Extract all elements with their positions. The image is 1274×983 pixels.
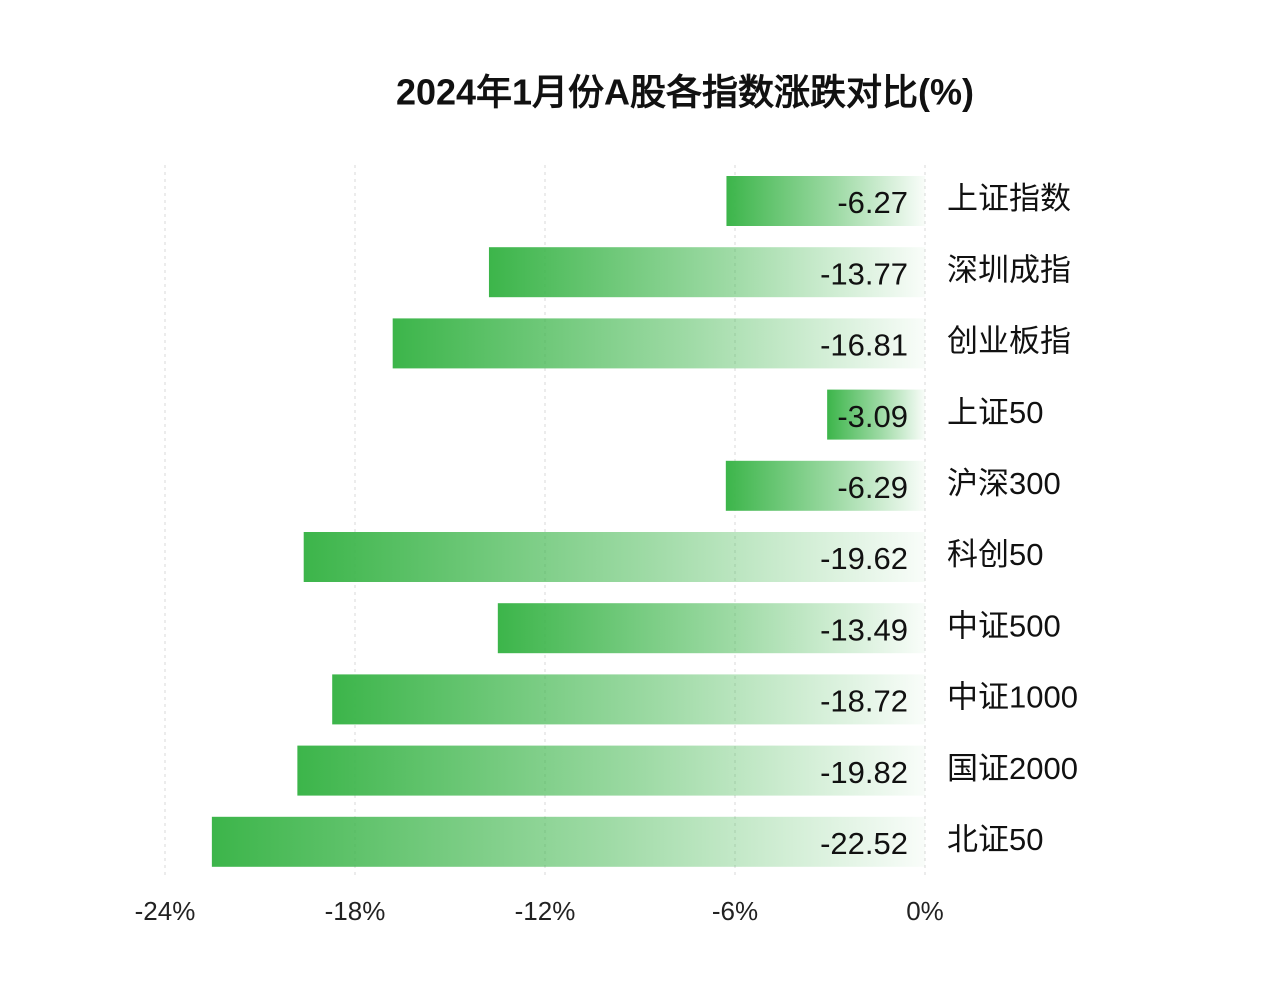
- value-label: -19.82: [820, 755, 908, 790]
- value-label: -13.77: [820, 256, 908, 291]
- bar: [488, 247, 925, 298]
- value-label: -16.81: [820, 328, 908, 363]
- x-tick-label: -18%: [325, 896, 386, 926]
- value-label: -13.49: [820, 612, 908, 647]
- value-label: -22.52: [820, 826, 908, 861]
- y-tick-label: 国证2000: [947, 751, 1078, 786]
- bar: [392, 318, 925, 369]
- bar: [211, 816, 925, 867]
- y-tick-label: 中证500: [947, 608, 1061, 643]
- bar: [303, 532, 925, 582]
- y-tick-label: 上证50: [947, 395, 1043, 430]
- value-label: -3.09: [837, 399, 908, 434]
- y-tick-label: 北证50: [947, 822, 1043, 857]
- bar: [827, 389, 925, 440]
- y-tick-label: 沪深300: [947, 466, 1061, 501]
- bar: [726, 176, 925, 226]
- x-tick-label: 0%: [906, 896, 944, 926]
- y-tick-label: 深圳成指: [947, 252, 1071, 287]
- x-tick-label: -24%: [135, 896, 196, 926]
- bar: [497, 603, 925, 654]
- bar: [297, 745, 925, 796]
- y-tick-label: 上证指数: [947, 181, 1071, 216]
- chart-title: 2024年1月份A股各指数涨跌对比(%): [396, 72, 974, 113]
- x-tick-label: -12%: [515, 896, 576, 926]
- value-label: -18.72: [820, 684, 908, 719]
- y-tick-label: 中证1000: [947, 680, 1078, 715]
- bar: [332, 674, 925, 725]
- value-label: -19.62: [820, 541, 908, 576]
- value-label: -6.27: [837, 185, 908, 220]
- y-tick-label: 科创50: [947, 537, 1043, 572]
- value-label: -6.29: [837, 470, 908, 505]
- y-tick-label: 创业板指: [947, 324, 1071, 359]
- bar: [725, 460, 925, 511]
- x-tick-label: -6%: [712, 896, 758, 926]
